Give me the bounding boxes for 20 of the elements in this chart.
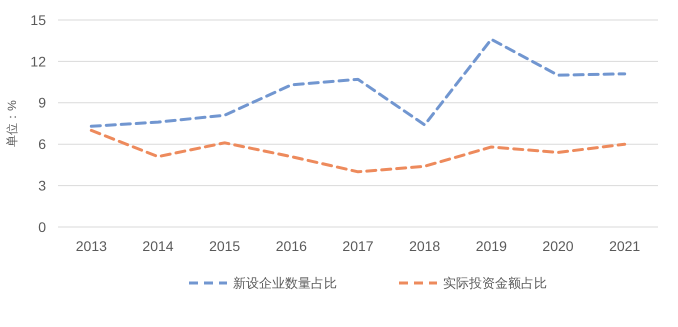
legend-label: 实际投资金额占比	[443, 276, 547, 291]
x-tick-label: 2020	[542, 238, 574, 254]
y-tick-label: 9	[38, 94, 46, 111]
legend-label: 新设企业数量占比	[233, 276, 337, 291]
line-series	[90, 38, 626, 128]
y-tick-label: 6	[38, 136, 46, 152]
y-tick-label: 12	[30, 53, 46, 70]
y-tick-label: 15	[30, 12, 46, 28]
line-series	[90, 128, 626, 174]
y-tick-label: 3	[38, 178, 46, 194]
x-tick-label: 2014	[142, 238, 174, 254]
y-tick-label: 0	[38, 218, 46, 235]
y-axis-title: 单位：%	[5, 100, 19, 147]
x-tick-label: 2013	[76, 238, 108, 254]
x-tick-label: 2015	[209, 238, 240, 254]
x-tick-label: 2016	[276, 238, 308, 254]
x-tick-label: 2017	[342, 238, 374, 254]
x-tick-label: 2021	[609, 238, 640, 254]
x-tick-label: 2018	[409, 238, 440, 254]
x-tick-label: 2019	[476, 238, 508, 254]
